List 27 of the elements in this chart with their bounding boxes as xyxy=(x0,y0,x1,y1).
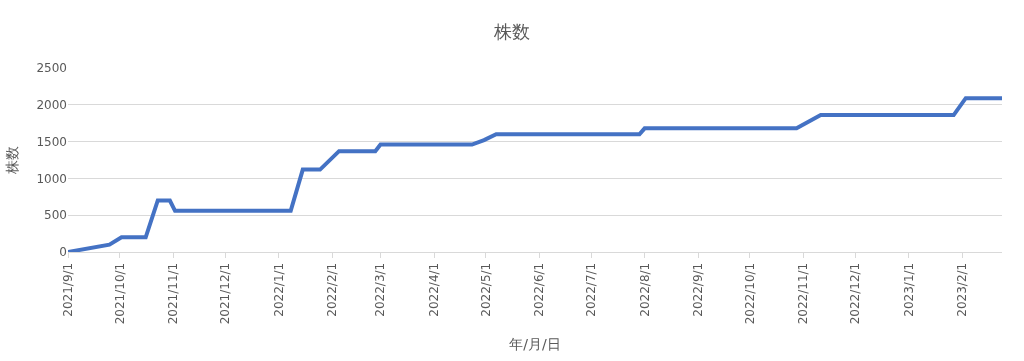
x-tick-label: 2022/5/1 xyxy=(478,262,493,317)
x-tick-label: 2022/8/1 xyxy=(637,262,652,317)
y-tick-label: 2000 xyxy=(36,98,67,112)
y-axis-title: 株数 xyxy=(4,146,21,175)
x-tick-label: 2023/2/1 xyxy=(955,262,970,317)
x-tick-label: 2021/12/1 xyxy=(218,262,233,325)
y-tick-label: 1000 xyxy=(36,171,67,186)
x-tick-label: 2022/1/1 xyxy=(271,262,286,317)
x-tick-label: 2021/10/1 xyxy=(112,262,127,325)
x-tick-label: 2022/6/1 xyxy=(532,262,547,317)
y-tick-label: 1500 xyxy=(36,134,67,149)
chart-title: 株数 xyxy=(493,20,530,42)
x-tick-label: 2022/10/1 xyxy=(742,262,757,325)
x-tick-label: 2022/2/1 xyxy=(325,262,340,317)
x-axis-title: 年/月/日 xyxy=(509,335,561,352)
y-tick-label: 500 xyxy=(44,208,67,223)
x-tick-label: 2022/4/1 xyxy=(426,262,441,317)
x-tick-label: 2021/9/1 xyxy=(60,262,75,317)
x-tick-label: 2023/1/1 xyxy=(901,262,916,317)
y-tick-label: 2500 xyxy=(36,61,67,76)
y-tick-label: 0 xyxy=(59,245,67,260)
x-tick-label: 2022/9/1 xyxy=(691,262,706,317)
x-tick-label: 2022/11/1 xyxy=(796,262,811,325)
x-tick-label: 2022/7/1 xyxy=(584,262,599,317)
x-tick-label: 2022/3/1 xyxy=(373,262,388,317)
x-tick-label: 2022/12/1 xyxy=(848,262,863,325)
x-tick-label: 2021/11/1 xyxy=(166,262,181,325)
